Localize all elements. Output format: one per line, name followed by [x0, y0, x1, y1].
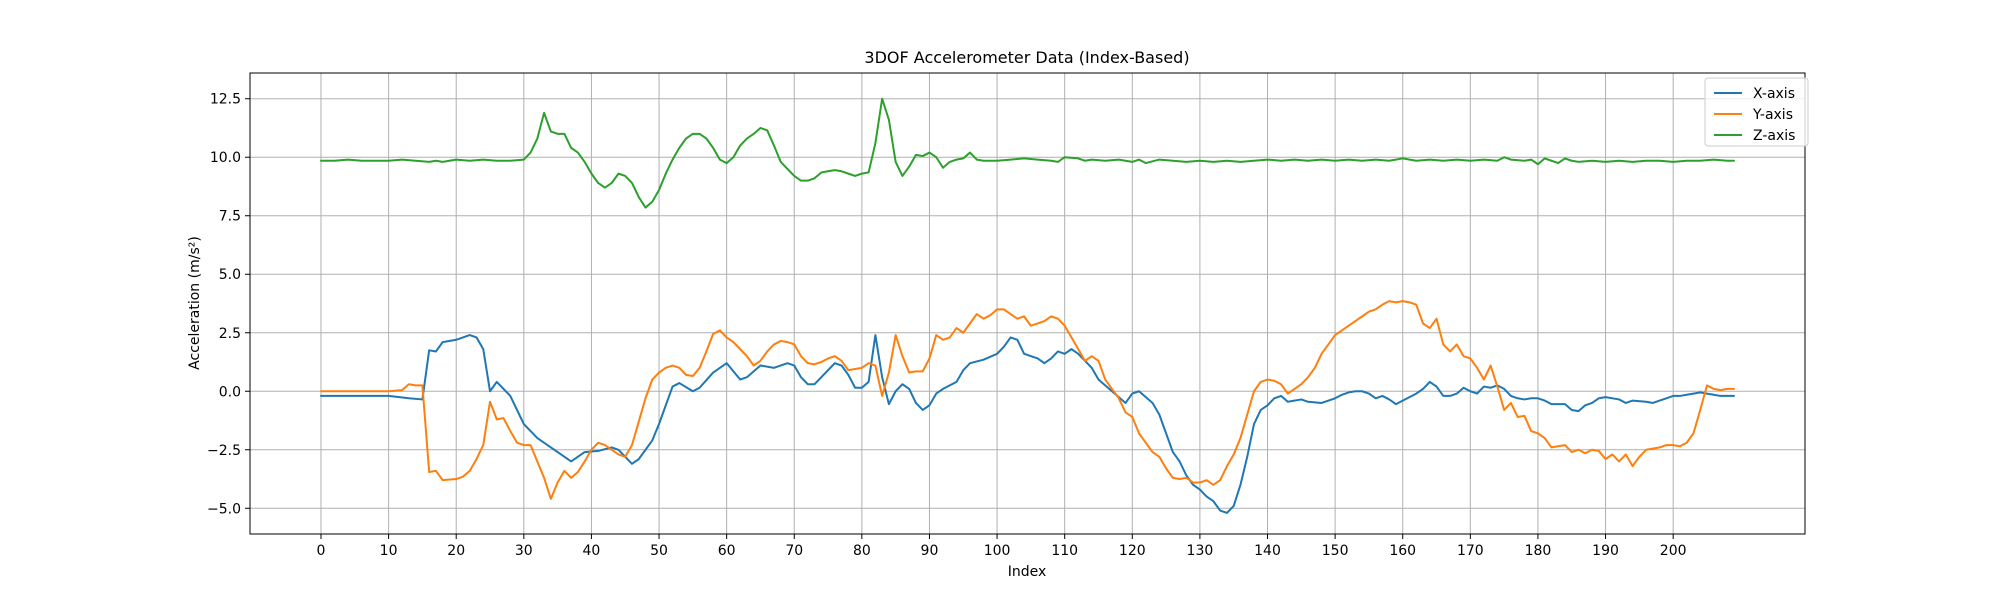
x-tick-label: 200 — [1660, 543, 1687, 559]
x-tick-label: 60 — [718, 543, 736, 559]
x-tick-label: 140 — [1254, 543, 1281, 559]
legend-box — [1704, 77, 1809, 147]
y-tick-label: −2.5 — [207, 443, 241, 459]
series-line-y-axis — [319, 300, 1736, 500]
x-tick-label: 80 — [853, 543, 871, 559]
x-tick-label: 180 — [1525, 543, 1552, 559]
x-axis-title: Index — [1008, 564, 1047, 580]
legend-label: Y-axis — [1752, 107, 1793, 123]
x-tick-label: 90 — [921, 543, 939, 559]
y-axis-title: Acceleration (m/s²) — [187, 236, 203, 370]
legend-entry: Y-axis — [1714, 107, 1793, 123]
y-tick-label: 12.5 — [210, 92, 241, 108]
x-tick-label: 10 — [380, 543, 398, 559]
y-tick-label: 10.0 — [210, 150, 241, 166]
y-axis-ticks: −5.0 −2.5 0.0 2.5 5.0 7.5 10.0 12.5 — [207, 92, 250, 517]
legend: X-axis Y-axis Z-axis — [1704, 77, 1809, 147]
grid-lines — [250, 73, 1805, 534]
series-line-x-axis — [319, 334, 1736, 514]
x-tick-label: 40 — [583, 543, 601, 559]
y-tick-label: 5.0 — [219, 267, 241, 283]
series-lines — [319, 97, 1736, 514]
x-axis-ticks: 0 10 20 30 40 50 60 70 80 90 100 110 120 130 140 150 160… — [317, 534, 1687, 559]
chart-title: 3DOF Accelerometer Data (Index-Based) — [864, 48, 1189, 67]
x-tick-label: 0 — [317, 543, 326, 559]
x-tick-label: 150 — [1322, 543, 1349, 559]
legend-entry: Z-axis — [1714, 128, 1795, 144]
plot-frame — [249, 72, 1806, 535]
x-tick-label: 190 — [1592, 543, 1619, 559]
legend-label: Z-axis — [1753, 128, 1795, 144]
x-tick-label: 120 — [1119, 543, 1146, 559]
legend-entry: X-axis — [1714, 86, 1795, 102]
legend-label: X-axis — [1753, 86, 1795, 102]
x-tick-label: 110 — [1051, 543, 1078, 559]
y-tick-label: 7.5 — [219, 209, 241, 225]
x-tick-label: 30 — [515, 543, 533, 559]
x-tick-label: 100 — [984, 543, 1011, 559]
x-tick-label: 160 — [1389, 543, 1416, 559]
x-tick-label: 50 — [650, 543, 668, 559]
x-tick-label: 130 — [1187, 543, 1214, 559]
y-tick-label: 0.0 — [219, 384, 241, 400]
x-tick-label: 70 — [785, 543, 803, 559]
x-tick-label: 20 — [447, 543, 465, 559]
series-line-z-axis — [319, 97, 1736, 209]
x-tick-label: 170 — [1457, 543, 1484, 559]
y-tick-label: −5.0 — [207, 501, 241, 517]
y-tick-label: 2.5 — [219, 326, 241, 342]
